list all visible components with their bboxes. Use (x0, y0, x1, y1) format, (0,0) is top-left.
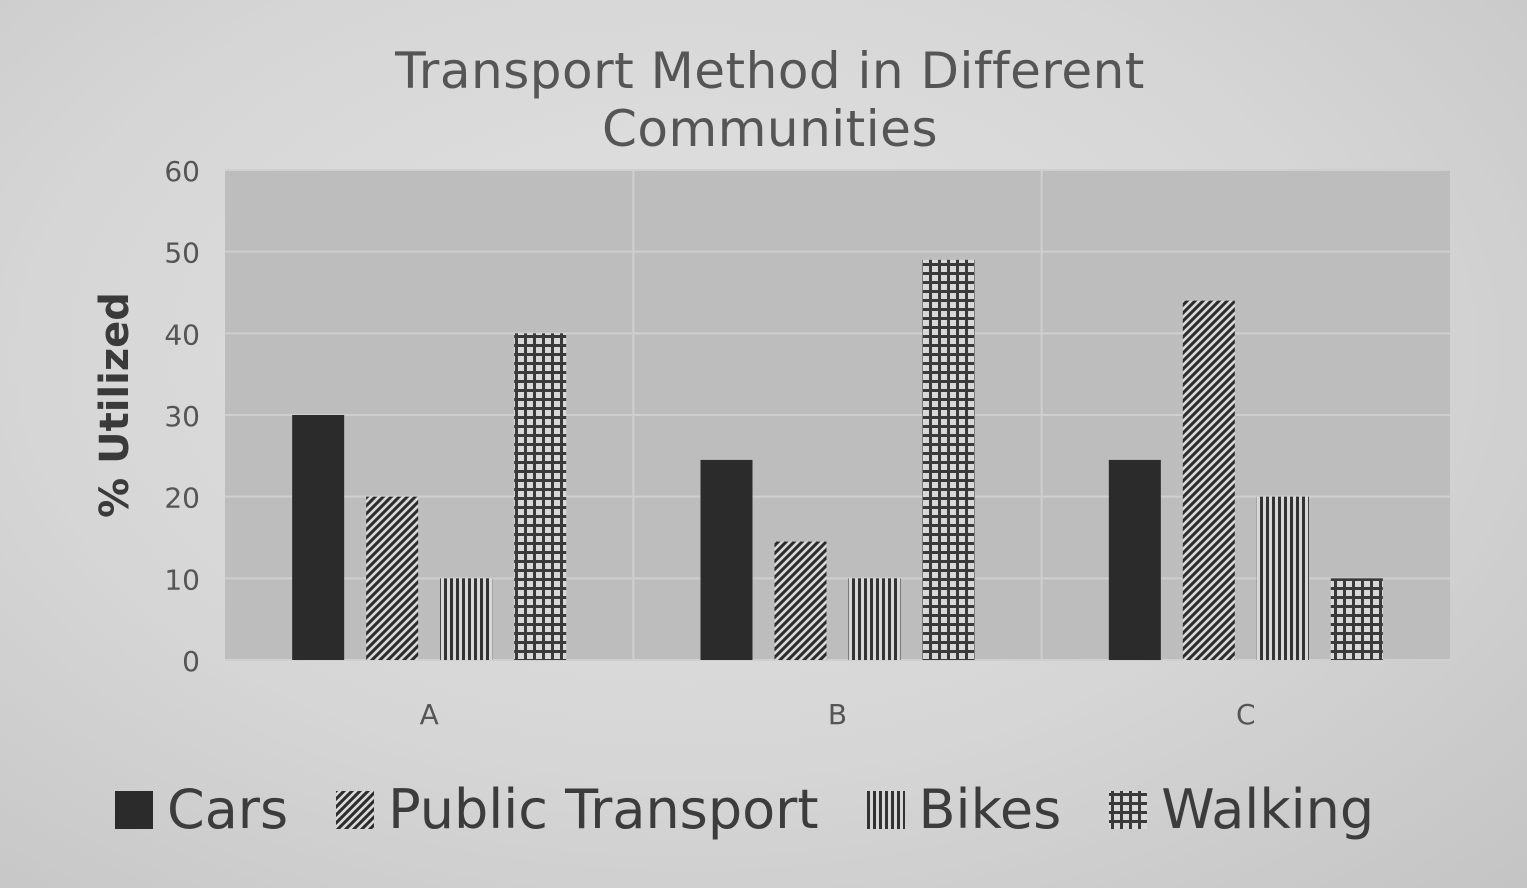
legend-label: Public Transport (388, 778, 819, 841)
bar-cars (292, 415, 345, 660)
legend-item: Cars (115, 778, 288, 841)
y-tick-label: 10 (164, 563, 200, 596)
legend-label: Walking (1161, 778, 1375, 841)
bar-bikes (1256, 496, 1309, 660)
bar-cars (700, 459, 753, 660)
y-tick-label: 40 (164, 318, 200, 351)
bar-public-transport (366, 496, 419, 660)
legend-item: Public Transport (336, 778, 819, 841)
bar-bikes (848, 578, 901, 660)
legend-label: Bikes (918, 778, 1062, 841)
y-tick-label: 30 (164, 400, 200, 433)
legend: Cars Public Transport Bikes Walking (115, 778, 1422, 841)
x-tick-label: C (1236, 698, 1256, 731)
bar-public-transport (1182, 300, 1235, 660)
legend-label: Cars (167, 778, 289, 841)
bar-bikes (440, 578, 493, 660)
chart-title: Transport Method in Different Communitie… (395, 42, 1145, 158)
x-tick-label: B (828, 698, 847, 731)
legend-item: Walking (1109, 778, 1374, 841)
legend-swatch (336, 790, 375, 829)
legend-swatch (1109, 790, 1148, 829)
legend-item: Bikes (866, 778, 1062, 841)
bar-cars (1108, 459, 1161, 660)
y-tick-label: 50 (164, 237, 200, 270)
bar-walking (514, 333, 567, 660)
bar-public-transport (774, 541, 827, 660)
bar-walking (1330, 578, 1383, 660)
bar-walking (922, 259, 975, 660)
y-tick-label: 0 (182, 645, 200, 678)
y-tick-label: 60 (164, 155, 200, 188)
legend-swatch (866, 790, 905, 829)
legend-swatch (115, 790, 153, 829)
x-tick-label: A (420, 698, 439, 731)
y-tick-label: 20 (164, 482, 200, 515)
